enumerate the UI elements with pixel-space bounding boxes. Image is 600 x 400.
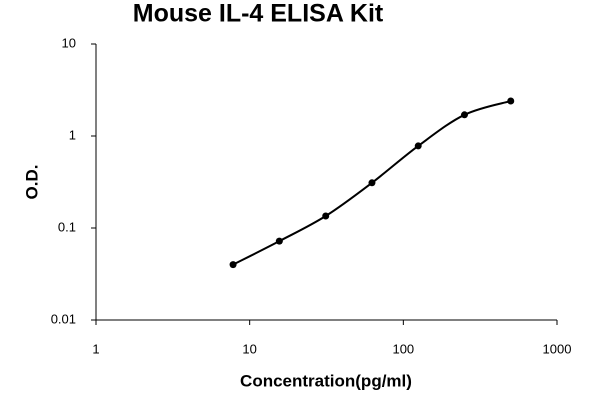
y-tick-label: 0.1 [58,219,76,234]
y-tick-label: 1 [69,127,76,142]
x-tick-label: 1000 [543,341,572,356]
x-tick-label: 1 [92,341,99,356]
chart-title: Mouse IL-4 ELISA Kit [133,0,384,28]
data-point [368,179,376,187]
data-point [414,142,422,150]
y-tick-label: 0.01 [51,311,76,326]
y-axis-label: O.D. [22,165,41,200]
data-point [460,111,468,119]
x-axis-label: Concentration(pg/ml) [240,371,412,390]
x-tick-label: 10 [242,341,256,356]
data-point [507,97,515,105]
data-point [275,237,283,245]
x-tick-label: 100 [392,341,414,356]
data-point [229,261,237,269]
data-point [322,212,330,220]
y-tick-label: 10 [62,35,76,50]
